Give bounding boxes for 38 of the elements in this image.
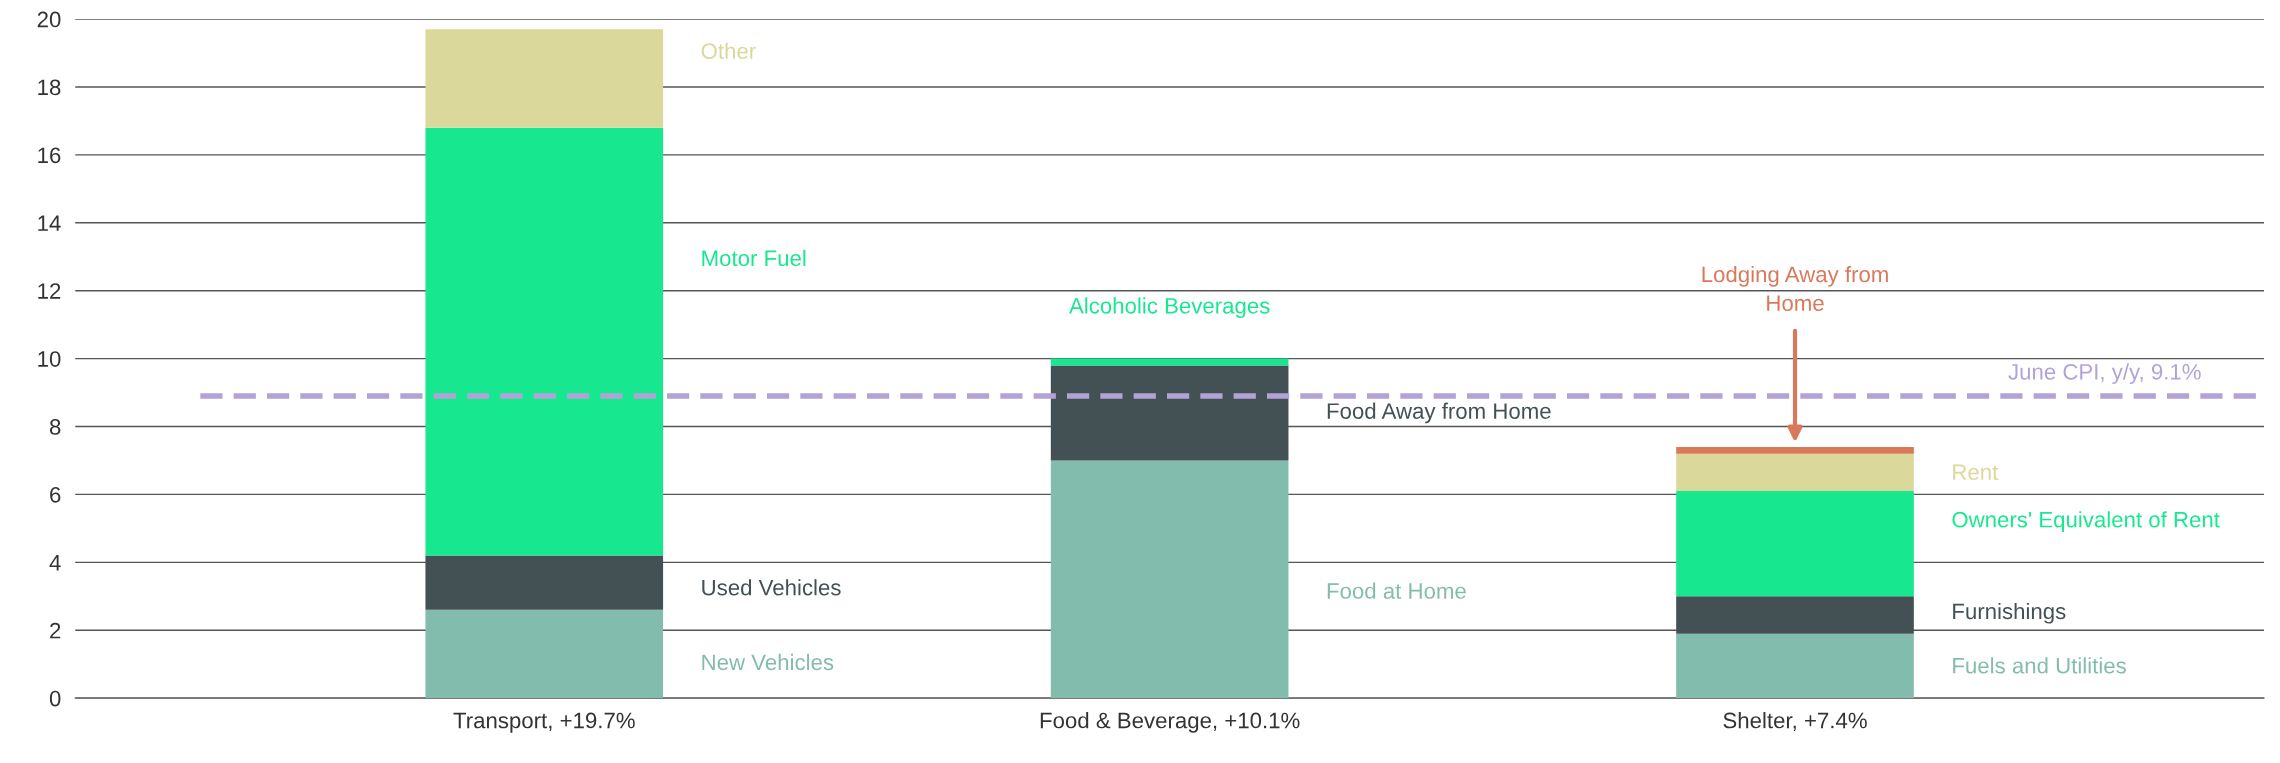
- bar: [1676, 446, 1914, 454]
- bar: [1676, 453, 1914, 492]
- annotation: Food Away from Home: [1327, 402, 1551, 424]
- bar: [1050, 365, 1289, 461]
- y-tick-label: 0: [49, 690, 61, 707]
- ref-line-label: June CPI, y/y, 9.1%: [2008, 363, 2201, 385]
- x-tick-label: Shelter, +7.4%: [1723, 712, 1867, 731]
- annotation: Fuels and Utilities: [1953, 657, 2126, 674]
- bar: [425, 609, 664, 699]
- x-tick-label: Transport, +19.7%: [453, 712, 635, 733]
- annotation: Food at Home: [1327, 582, 1466, 599]
- y-tick-label: 20: [37, 11, 61, 28]
- y-tick-label: 18: [38, 79, 61, 96]
- y-tick-label: 16: [38, 147, 61, 164]
- y-tick-label: 10: [38, 351, 61, 367]
- bar: [1676, 491, 1914, 597]
- y-tick-label: 8: [49, 419, 61, 435]
- bar: [1676, 633, 1914, 699]
- y-tick-label: 6: [50, 486, 61, 503]
- annotation: Rent: [1953, 464, 1999, 481]
- bar: [1050, 460, 1289, 699]
- y-tick-label: 12: [38, 283, 61, 299]
- annotation: Lodging Away from Home: [1702, 265, 1888, 312]
- x-tick-label: Food & Beverage, +10.1%: [1040, 712, 1300, 733]
- annotation: Other: [701, 42, 756, 59]
- annotation: New Vehicles: [702, 653, 834, 671]
- bar: [425, 29, 664, 128]
- annotation: Owners' Equivalent of Rent: [1952, 511, 2220, 532]
- bar: [425, 127, 664, 556]
- y-tick-label: 14: [38, 215, 61, 231]
- bar: [425, 555, 664, 610]
- y-tick-label: 2: [50, 622, 61, 639]
- annotation: Alcoholic Beverages: [1069, 297, 1270, 319]
- y-tick-label: 4: [49, 555, 61, 571]
- bar: [1676, 596, 1914, 634]
- annotation: Used Vehicles: [702, 579, 841, 596]
- annotation: Motor Fuel: [702, 249, 806, 267]
- annotation: Furnishings: [1953, 602, 2066, 624]
